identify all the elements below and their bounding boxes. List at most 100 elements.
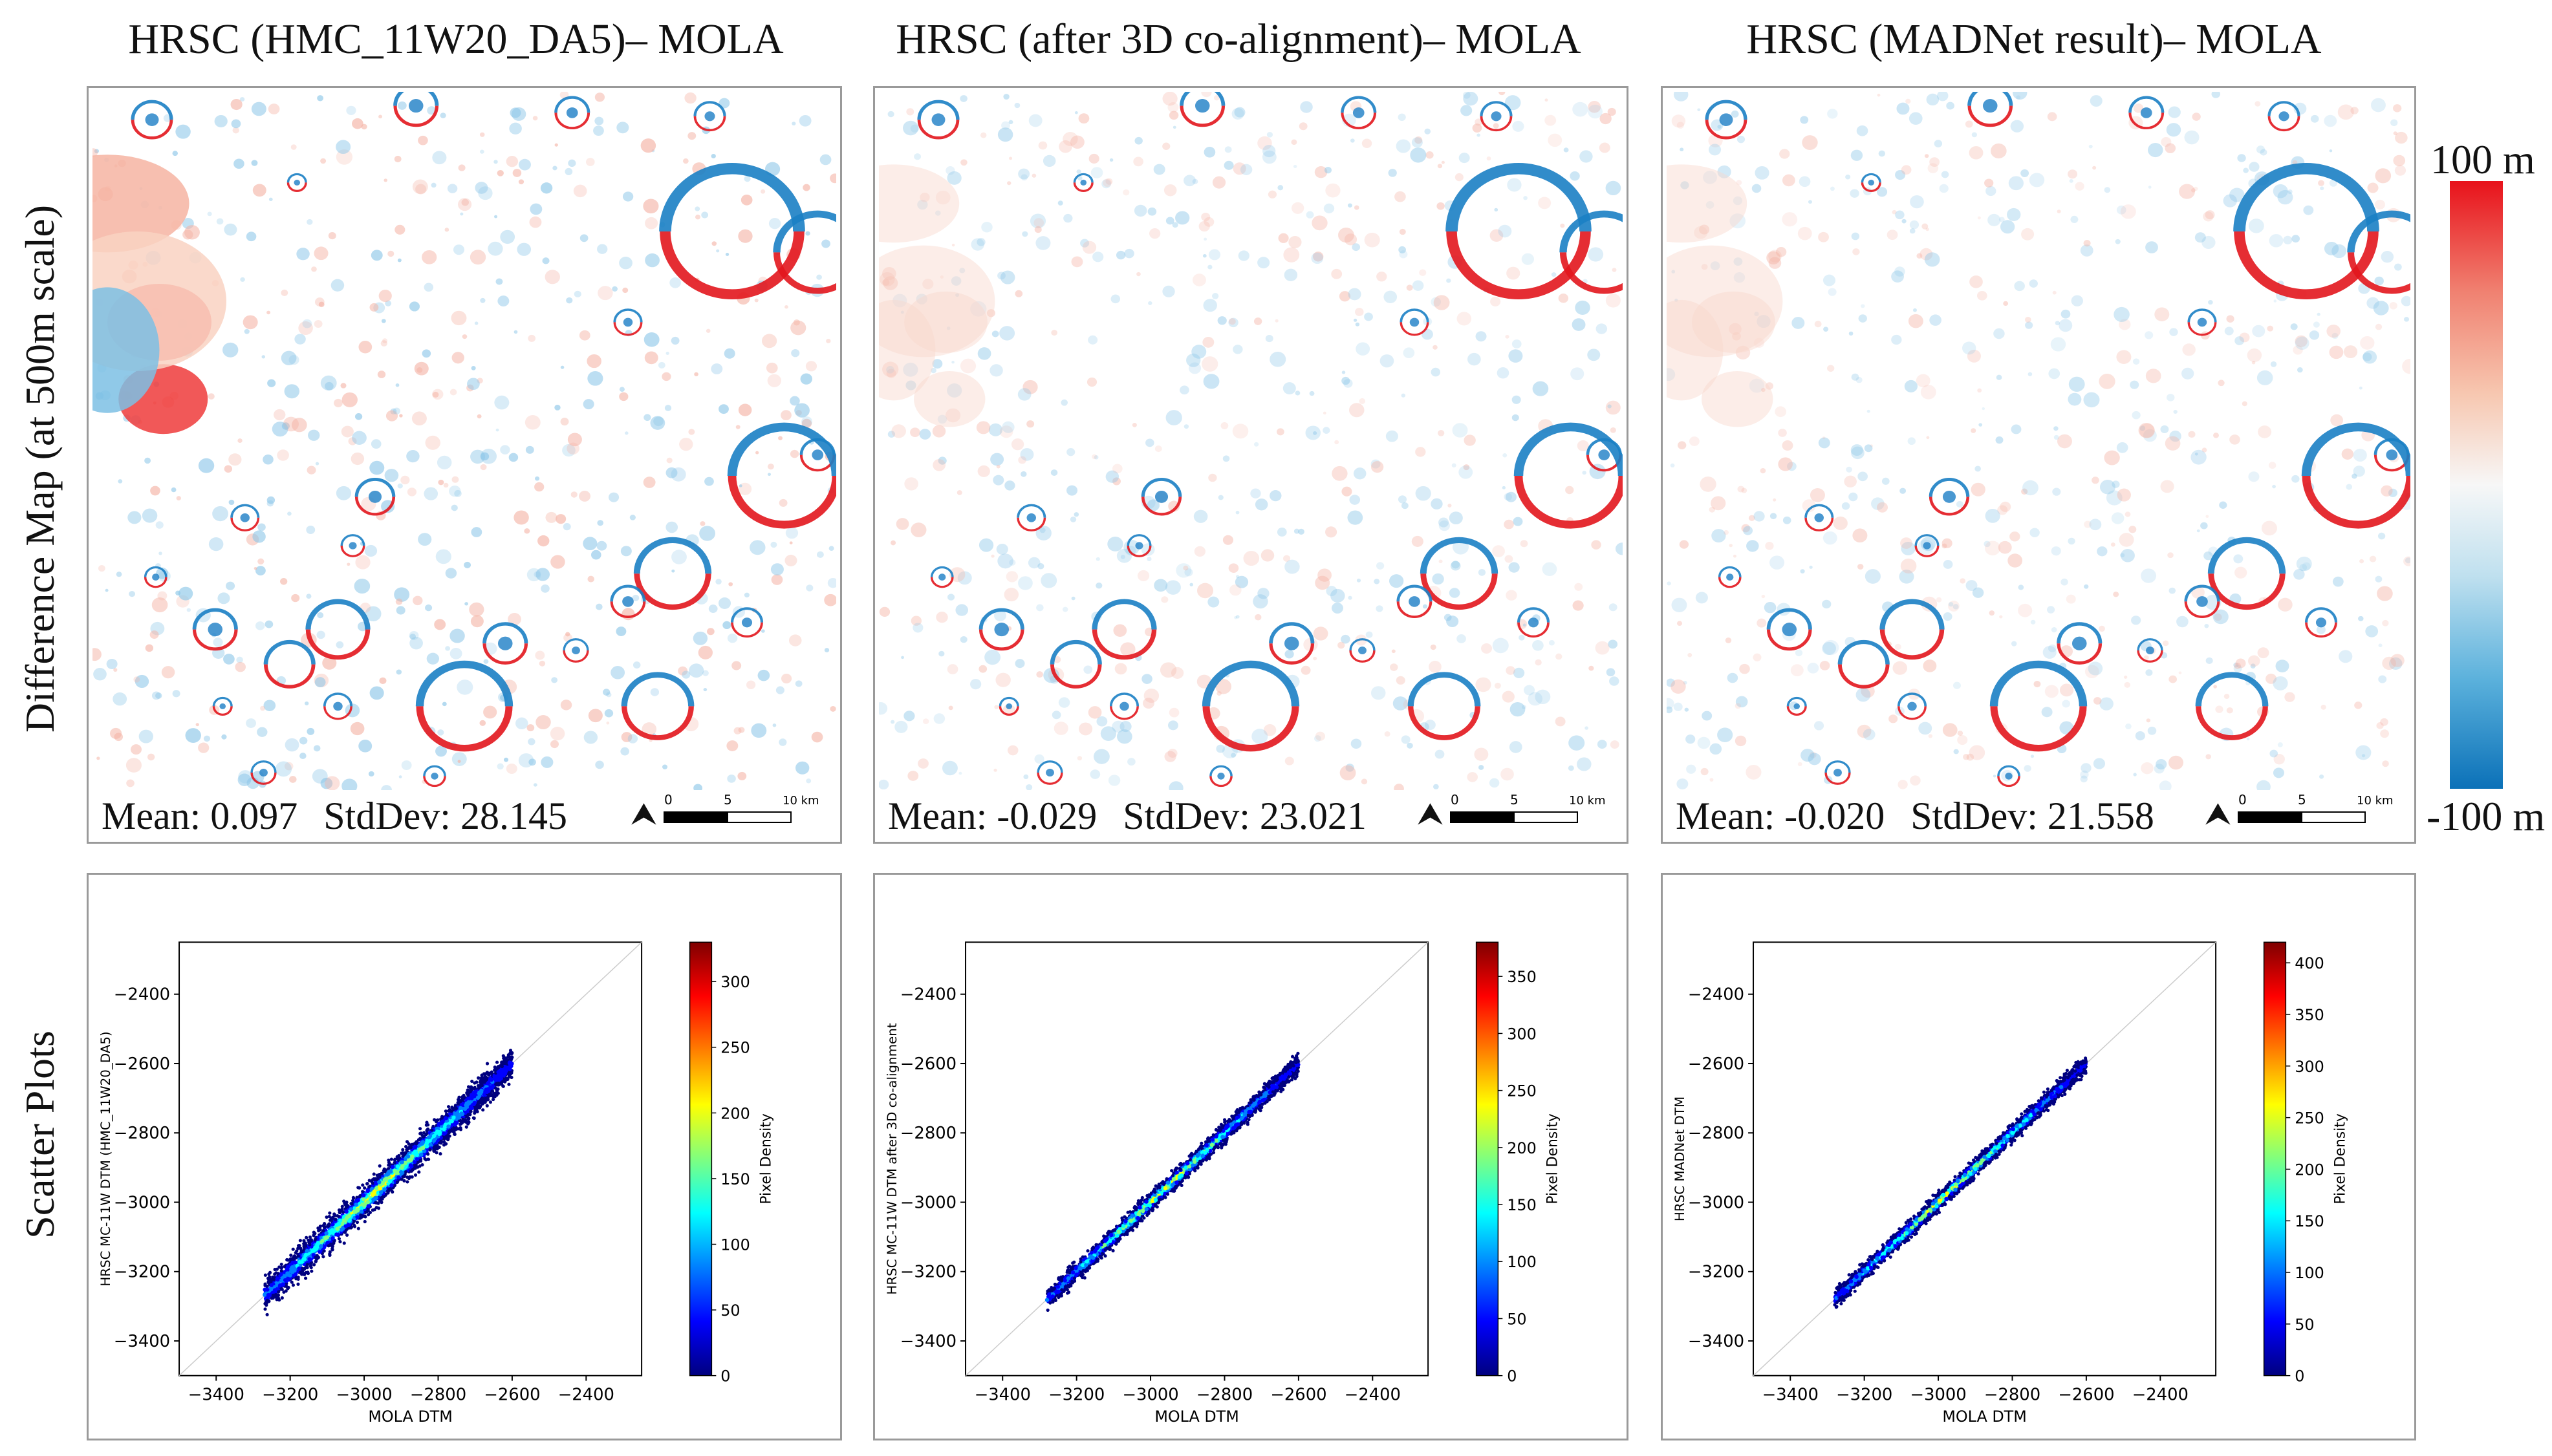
scatter-point xyxy=(303,1272,307,1276)
density-tick-label: 200 xyxy=(720,1104,750,1122)
scatter-point xyxy=(1061,1281,1066,1286)
scatter-point xyxy=(396,1175,401,1180)
scatter-point xyxy=(340,1204,344,1208)
scatter-point xyxy=(1111,1248,1115,1253)
difference-colorbar xyxy=(2450,181,2503,789)
mean-label: Mean: -0.020 xyxy=(1676,795,1885,837)
scatter-point xyxy=(308,1243,312,1247)
scatter-point xyxy=(475,1080,479,1084)
scatter-point xyxy=(418,1164,422,1168)
scale-end: 10 km xyxy=(783,794,819,808)
scatter-point xyxy=(361,1190,365,1194)
scatter-point xyxy=(480,1102,484,1106)
scatter-point xyxy=(1295,1068,1299,1072)
scatter-point xyxy=(292,1254,297,1258)
scatter-point xyxy=(496,1091,500,1095)
scatter-point xyxy=(302,1241,307,1245)
scatter-point xyxy=(351,1196,356,1201)
scatter-point xyxy=(285,1285,288,1289)
scatter-point xyxy=(1174,1170,1179,1175)
scatter-point xyxy=(451,1115,456,1120)
scatter-point xyxy=(1054,1298,1057,1303)
scatter-point xyxy=(418,1127,422,1131)
scatter-point xyxy=(335,1226,340,1231)
scatter-point xyxy=(1214,1134,1218,1139)
scatter-point xyxy=(384,1192,388,1196)
scatter-point xyxy=(311,1248,316,1253)
scatter-point xyxy=(492,1097,495,1102)
scatter-point xyxy=(472,1100,477,1105)
north-arrow-icon: ⮝ xyxy=(2205,797,2231,831)
scatter-point xyxy=(291,1247,295,1251)
scatter-point xyxy=(297,1259,302,1265)
x-tick-label: −2400 xyxy=(558,1385,614,1404)
scatter-point xyxy=(1206,1137,1210,1140)
scatter-point xyxy=(371,1178,374,1182)
scatter-point xyxy=(409,1146,413,1150)
scatter-points xyxy=(263,1048,514,1317)
scatter-point xyxy=(1066,1291,1070,1295)
scatter-point xyxy=(328,1252,332,1256)
scatter-point xyxy=(447,1134,451,1138)
scatter-point xyxy=(1280,1087,1284,1091)
scatter-point xyxy=(266,1279,270,1283)
scatter-point xyxy=(1178,1162,1182,1166)
scatter-point xyxy=(1055,1290,1059,1294)
scatter-point xyxy=(387,1179,393,1184)
scatter-point xyxy=(263,1287,267,1292)
scatter-point xyxy=(269,1283,274,1287)
scatter-point xyxy=(489,1077,494,1082)
scatter-point xyxy=(399,1170,404,1175)
scatter-point xyxy=(340,1207,344,1211)
scatter-point xyxy=(382,1177,387,1183)
scatter-point xyxy=(380,1172,384,1176)
scatter-point xyxy=(325,1235,329,1240)
scatter-point xyxy=(420,1141,424,1146)
difference-map-2 xyxy=(879,92,1623,790)
density-tick-label: 250 xyxy=(720,1039,750,1057)
scatter-point xyxy=(338,1218,343,1223)
y-tick-label: −2400 xyxy=(114,985,170,1005)
scatter-point xyxy=(474,1108,478,1111)
scatter-point xyxy=(490,1086,494,1090)
scatter-point xyxy=(499,1082,503,1086)
scatter-point xyxy=(290,1270,295,1274)
scatter-point xyxy=(1047,1292,1052,1297)
y-tick-label: −2800 xyxy=(114,1124,170,1143)
scatter-point xyxy=(456,1098,460,1102)
scatter-point xyxy=(402,1153,406,1157)
scatter-point xyxy=(483,1097,488,1100)
y-tick-label: −3000 xyxy=(114,1193,170,1212)
scatter-point xyxy=(324,1231,329,1236)
column-title-2: HRSC (after 3D co-alignment)– MOLA xyxy=(896,16,1581,63)
scatter-point xyxy=(480,1081,484,1085)
scatter-point xyxy=(1051,1300,1055,1304)
scatter-point xyxy=(493,1095,497,1098)
scatter-point xyxy=(302,1257,307,1261)
scatter-point xyxy=(456,1102,460,1106)
scatter-point xyxy=(402,1179,406,1183)
scatter-point xyxy=(493,1068,497,1072)
scatter-point xyxy=(510,1051,514,1055)
scatter-point xyxy=(363,1214,367,1218)
x-tick-label: −3000 xyxy=(336,1385,392,1404)
scatter-point xyxy=(288,1273,292,1278)
scatter-point xyxy=(446,1137,449,1141)
scatter-point xyxy=(486,1087,491,1091)
scatter-point xyxy=(328,1211,332,1215)
scatter-point xyxy=(1260,1102,1264,1106)
scatter-point xyxy=(425,1139,429,1143)
scatter-point xyxy=(305,1265,309,1269)
scatter-point xyxy=(1059,1276,1063,1279)
scatter-point xyxy=(302,1246,306,1250)
scatter-point xyxy=(275,1267,279,1271)
scatter-point xyxy=(379,1197,383,1202)
scatter-point xyxy=(415,1142,418,1146)
scatter-point xyxy=(471,1116,475,1120)
scatter-point xyxy=(418,1147,422,1151)
scatter-point xyxy=(485,1071,490,1075)
scatter-point xyxy=(280,1296,284,1300)
scatter-point xyxy=(1281,1070,1285,1074)
scatter-point xyxy=(1215,1128,1220,1132)
scatter-point xyxy=(376,1176,380,1181)
